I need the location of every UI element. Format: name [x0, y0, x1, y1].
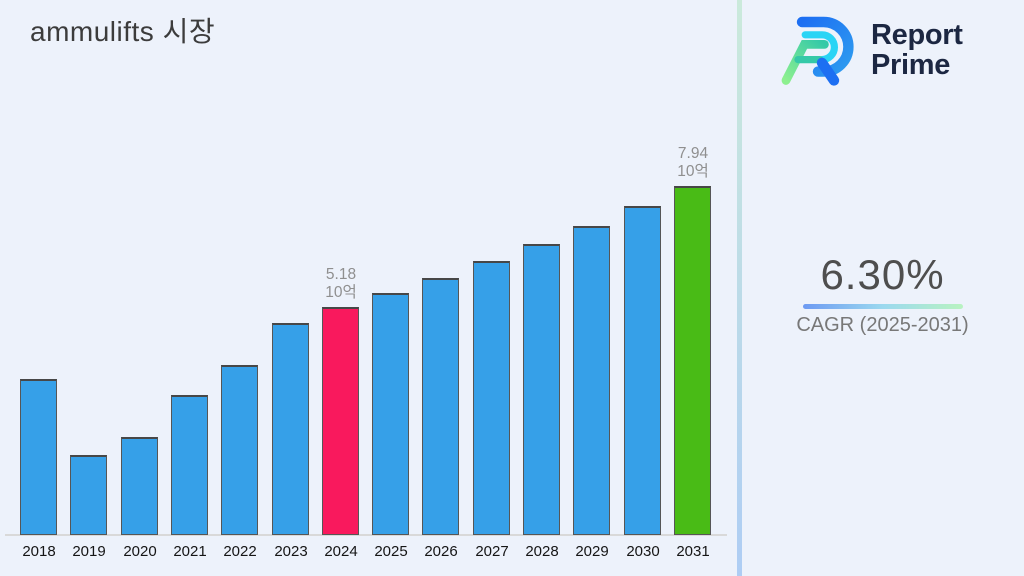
report-prime-logo-icon	[781, 16, 854, 86]
x-tick-2019: 2019	[72, 543, 106, 560]
bar-2024	[322, 307, 359, 535]
cagr-stat: 6.30% CAGR (2025-2031)	[741, 252, 1024, 337]
x-tick-2020: 2020	[123, 543, 157, 560]
cagr-value: 6.30%	[820, 251, 945, 298]
bar-2029	[573, 226, 610, 535]
bar-2028	[523, 244, 560, 535]
bar-2031	[674, 186, 711, 535]
x-tick-2024: 2024	[324, 543, 358, 560]
bar-chart: 2018 2019 2020 2021 2022 2023 2024 5.18 10억 2025 2…	[5, 145, 727, 560]
bar-2023	[272, 323, 309, 535]
bar-label-2031: 7.94 10억	[677, 145, 709, 180]
bar-label-2024: 5.18 10억	[325, 266, 357, 301]
bar-2026	[422, 278, 459, 535]
brand-logo: Report Prime	[778, 10, 963, 90]
x-tick-2030: 2030	[626, 543, 660, 560]
page-title: ammulifts 시장	[30, 16, 216, 47]
x-tick-2027: 2027	[475, 543, 509, 560]
x-tick-2022: 2022	[223, 543, 257, 560]
cagr-underline	[802, 304, 963, 309]
bar-2020	[121, 437, 158, 535]
x-tick-2018: 2018	[22, 543, 56, 560]
bar-2025	[372, 293, 409, 535]
bar-2018	[20, 379, 57, 535]
bar-2027	[473, 261, 510, 535]
cagr-label: CAGR (2025-2031)	[796, 313, 969, 336]
bar-2019	[70, 455, 107, 535]
x-axis-line	[5, 534, 727, 536]
panel-divider	[737, 0, 742, 576]
brand-name-line1: Report	[871, 19, 963, 51]
x-tick-2021: 2021	[173, 543, 207, 560]
brand-name: Report Prime	[871, 20, 963, 80]
x-tick-2031: 2031	[676, 543, 710, 560]
x-tick-2029: 2029	[575, 543, 609, 560]
bar-2021	[171, 395, 208, 535]
x-tick-2026: 2026	[424, 543, 458, 560]
x-tick-2028: 2028	[525, 543, 559, 560]
brand-name-line2: Prime	[871, 49, 951, 81]
bar-2030	[624, 206, 661, 535]
x-tick-2023: 2023	[274, 543, 308, 560]
x-tick-2025: 2025	[374, 543, 408, 560]
bar-2022	[221, 365, 258, 535]
